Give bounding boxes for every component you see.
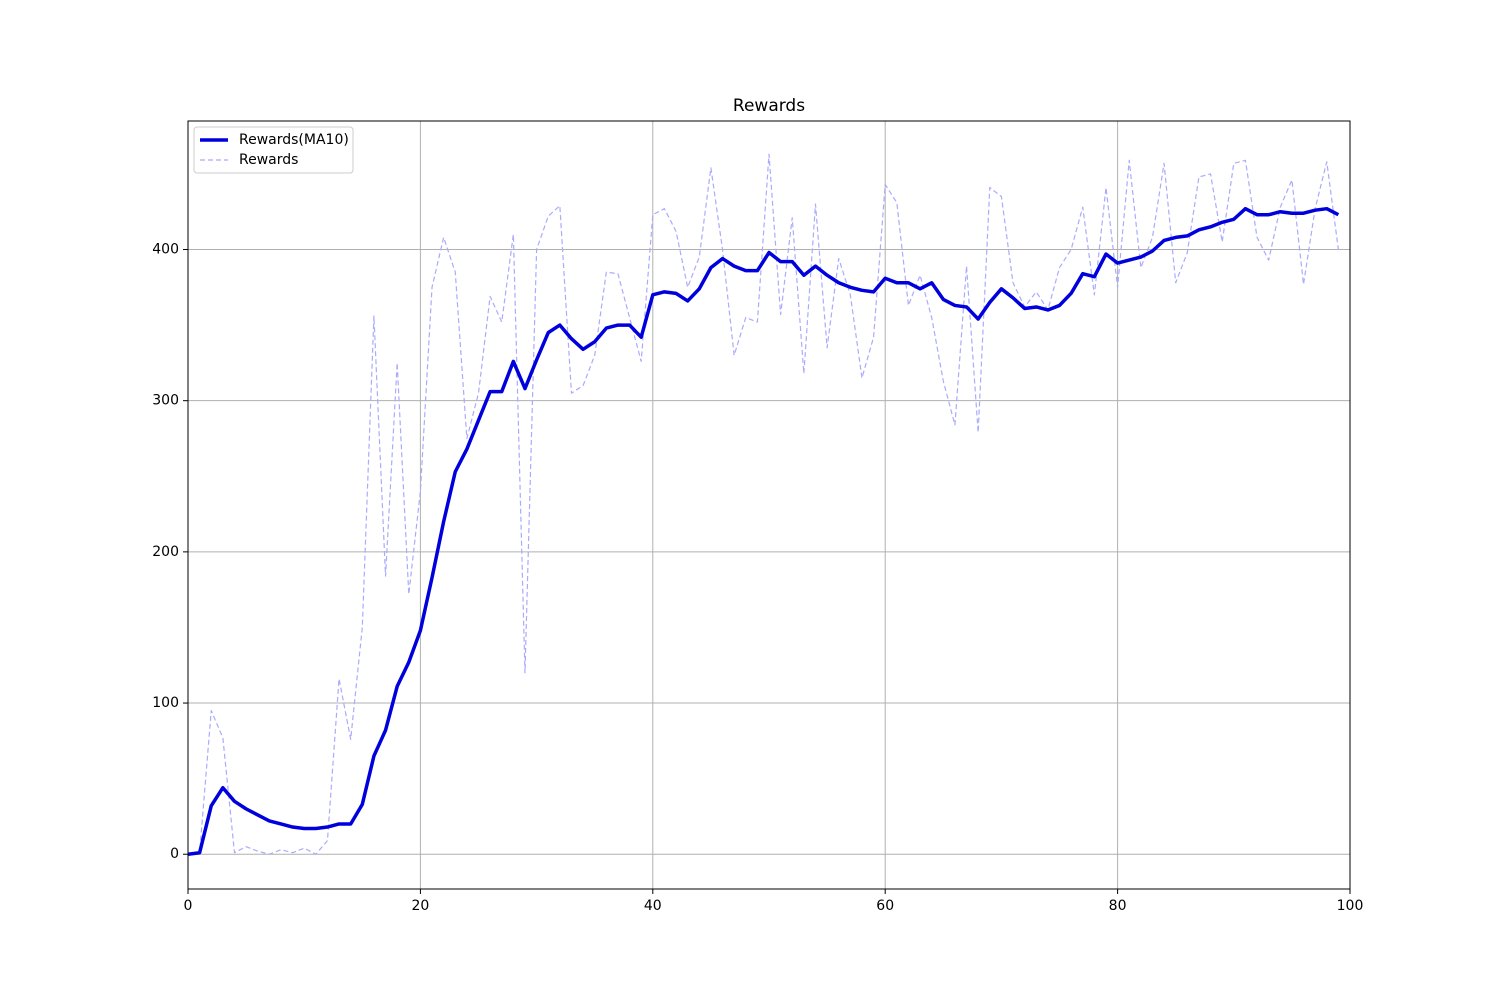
series-line	[188, 206, 1340, 856]
y-tick-label: 400	[152, 242, 179, 258]
y-tick-label: 200	[152, 544, 179, 560]
legend-label: Rewards(MA10)	[239, 132, 349, 148]
x-tick-label: 0	[184, 898, 193, 914]
plot-frame	[187, 120, 1351, 890]
x-tick-label: 100	[1337, 898, 1364, 914]
y-tick-label: 0	[170, 846, 179, 862]
x-tick-label: 40	[644, 898, 662, 914]
chart-title: Rewards	[733, 96, 805, 116]
x-tick-label: 20	[411, 898, 429, 914]
legend-label: Rewards	[239, 152, 298, 168]
x-tick-label: 80	[1109, 898, 1127, 914]
y-tick-label: 100	[152, 695, 179, 711]
legend-box	[193, 126, 354, 174]
x-tick-label: 60	[876, 898, 894, 914]
y-tick-label: 300	[152, 393, 179, 409]
